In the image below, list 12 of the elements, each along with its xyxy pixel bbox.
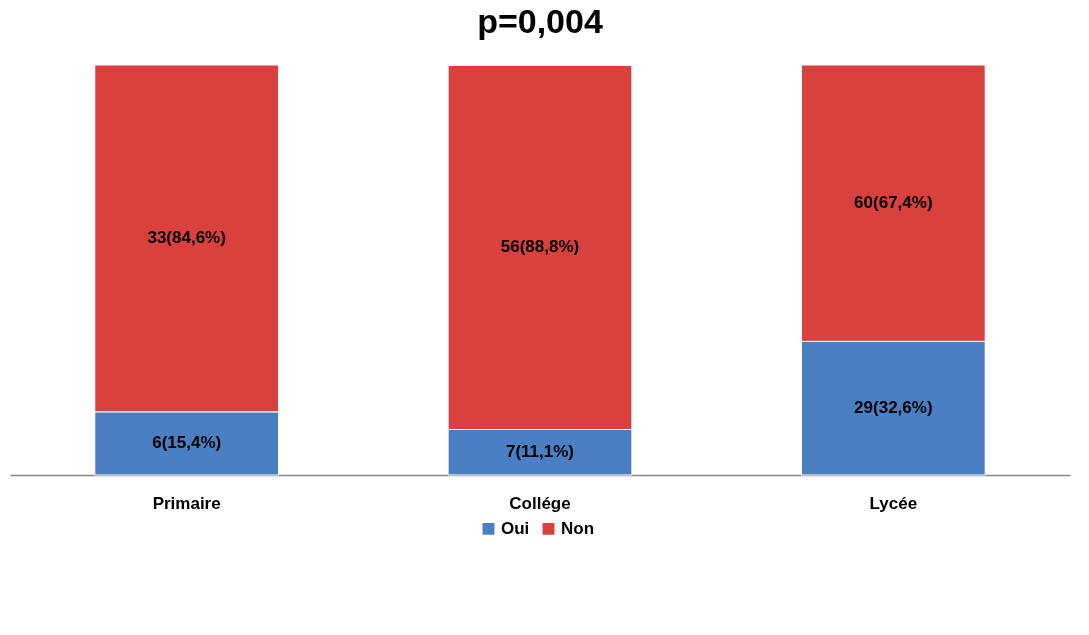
data-label: 6(15,4%) [152,433,222,453]
data-label: 33(84,6%) [147,228,226,248]
x-tick-label: Collége [509,493,571,513]
data-label: 60(67,4%) [854,193,933,213]
data-label: 7(11,1%) [505,442,575,462]
x-tick-label: Primaire [152,493,221,513]
data-label: 56(88,8%) [500,237,580,257]
legend-label: Oui [501,518,530,538]
data-label: 29(32,6%) [854,398,933,418]
legend-label: Non [561,518,595,538]
chart-title: p=0,004 [477,1,603,40]
x-tick-label: Lycée [869,493,918,513]
